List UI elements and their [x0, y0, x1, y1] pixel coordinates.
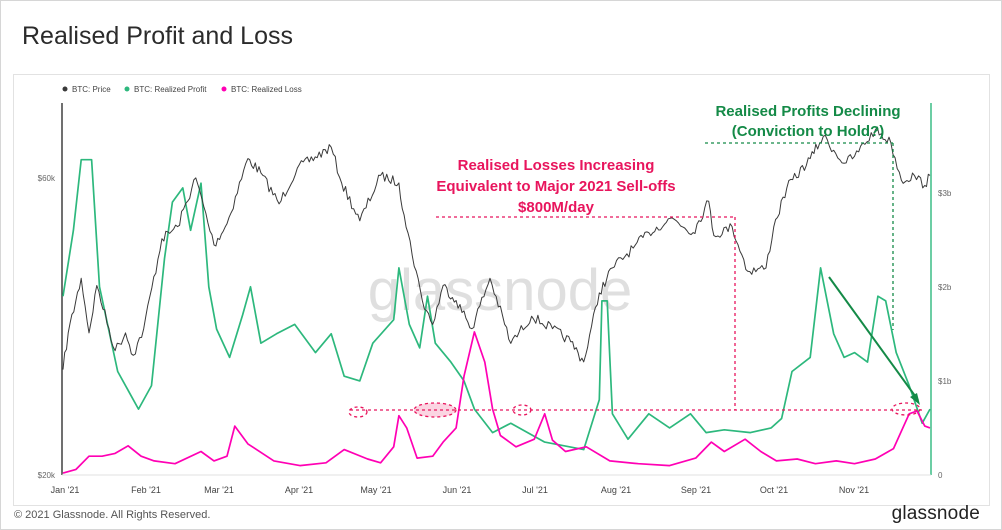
page-title: Realised Profit and Loss [22, 22, 293, 50]
y-right-tick-2b: $2b [938, 283, 952, 292]
legend-price-marker [62, 86, 68, 92]
profit-decline-arrow [828, 276, 919, 401]
chart-panel [13, 74, 990, 506]
x-tick-mar: Mar '21 [204, 485, 234, 495]
x-axis-ticks: Jan '21 Feb '21 Mar '21 Apr '21 May '21 … [51, 485, 869, 495]
y-right-tick-3b: $3b [938, 189, 952, 198]
x-tick-sep: Sep '21 [681, 485, 711, 495]
x-tick-may: May '21 [360, 485, 391, 495]
legend-item-profit[interactable]: BTC: Realized Profit [124, 85, 208, 94]
profit-annotation-lines [705, 142, 919, 401]
legend-profit-marker [124, 86, 130, 92]
x-tick-nov: Nov '21 [839, 485, 869, 495]
series-realized-loss [62, 331, 931, 474]
loss-annotation-line3: $800M/day [518, 199, 595, 216]
y-left-tick-20k: $20k [38, 471, 56, 480]
loss-highlight-jul [512, 404, 532, 416]
legend-price-label: BTC: Price [72, 85, 111, 94]
loss-annotation-line2: Equivalent to Major 2021 Sell-offs [436, 178, 675, 195]
x-tick-jan: Jan '21 [51, 485, 80, 495]
x-tick-jul: Jul '21 [522, 485, 548, 495]
loss-annotation-lines [348, 216, 922, 418]
loss-highlight-may [348, 406, 368, 418]
profit-annotation-line2: (Conviction to Hold?) [732, 123, 884, 140]
series-realized-profit [62, 158, 931, 451]
y-right-tick-1b: $1b [938, 377, 952, 386]
x-tick-jun: Jun '21 [443, 485, 472, 495]
loss-highlight-jun [413, 402, 457, 418]
x-tick-oct: Oct '21 [760, 485, 788, 495]
legend: BTC: Price BTC: Realized Profit BTC: Rea… [62, 85, 302, 94]
legend-item-price[interactable]: BTC: Price [62, 85, 112, 94]
legend-loss-marker [221, 86, 227, 92]
legend-item-loss[interactable]: BTC: Realized Loss [221, 85, 302, 94]
brand-logo: glassnode [891, 503, 980, 524]
x-tick-apr: Apr '21 [285, 485, 313, 495]
profit-annotation-line1: Realised Profits Declining [715, 103, 900, 120]
legend-loss-label: BTC: Realized Loss [231, 85, 302, 94]
series-price [62, 126, 931, 370]
profit-decline-arrowhead [910, 393, 920, 405]
loss-annotation-line1: Realised Losses Increasing [458, 157, 655, 174]
legend-profit-label: BTC: Realized Profit [134, 85, 207, 94]
x-tick-aug: Aug '21 [601, 485, 631, 495]
y-left-tick-60k: $60k [38, 174, 56, 183]
watermark: glassnode [368, 258, 632, 323]
loss-highlight-nov [891, 402, 921, 416]
x-tick-feb: Feb '21 [131, 485, 161, 495]
y-right-tick-0: 0 [938, 471, 943, 480]
copyright-text: © 2021 Glassnode. All Rights Reserved. [14, 509, 211, 521]
